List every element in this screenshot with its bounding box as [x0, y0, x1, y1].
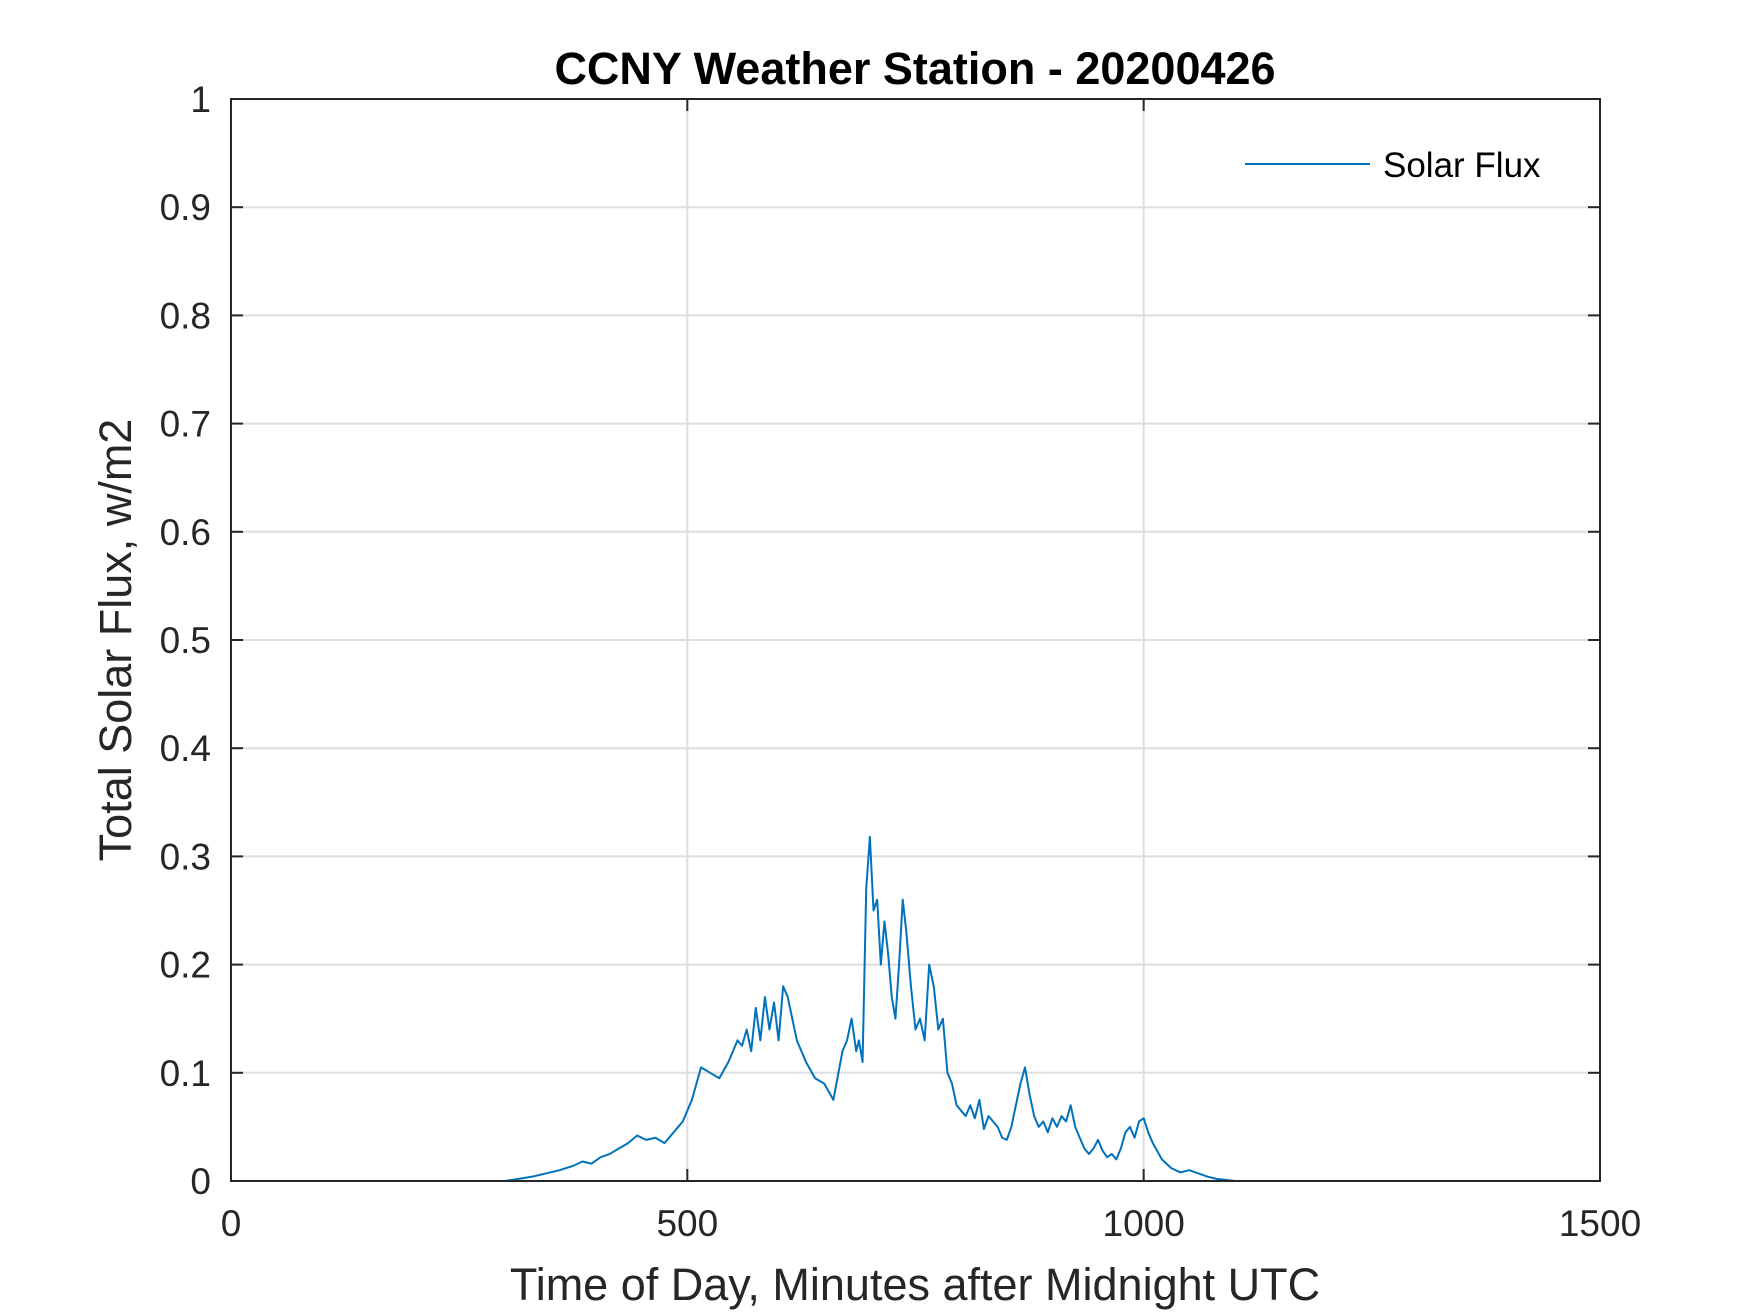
legend: Solar Flux — [1245, 146, 1541, 185]
x-tick-label: 0 — [221, 1203, 242, 1244]
y-tick-label: 0 — [190, 1161, 211, 1202]
y-tick-labels: 0 0.1 0.2 0.3 0.4 0.5 0.6 0.7 0.8 0.9 1 — [160, 79, 211, 1202]
y-tick-label: 0.5 — [160, 620, 211, 661]
y-tick-label: 0.4 — [160, 728, 211, 769]
plot-frame — [230, 98, 1601, 1182]
chart-title: CCNY Weather Station - 20200426 — [554, 43, 1275, 94]
x-tick-labels: 0 500 1000 1500 — [221, 1203, 1641, 1244]
x-tick-label: 1500 — [1559, 1203, 1641, 1244]
x-tick-label: 500 — [656, 1203, 718, 1244]
series-layer — [230, 835, 1547, 1182]
x-tick-label: 1000 — [1103, 1203, 1185, 1244]
y-tick-label: 0.8 — [160, 295, 211, 336]
y-tick-label: 0.9 — [160, 187, 211, 228]
grid-lines — [231, 99, 1600, 1181]
series-line-solar-flux — [230, 835, 1547, 1182]
y-tick-label: 0.6 — [160, 512, 211, 553]
x-axis-label: Time of Day, Minutes after Midnight UTC — [510, 1259, 1320, 1310]
y-tick-label: 1 — [190, 79, 211, 120]
y-axis-label: Total Solar Flux, w/m2 — [90, 419, 141, 862]
y-tick-label: 0.3 — [160, 836, 211, 877]
y-tick-label: 0.2 — [160, 945, 211, 986]
y-tick-label: 0.7 — [160, 404, 211, 445]
legend-entry-solar-flux: Solar Flux — [1383, 146, 1541, 185]
y-tick-label: 0.1 — [160, 1053, 211, 1094]
